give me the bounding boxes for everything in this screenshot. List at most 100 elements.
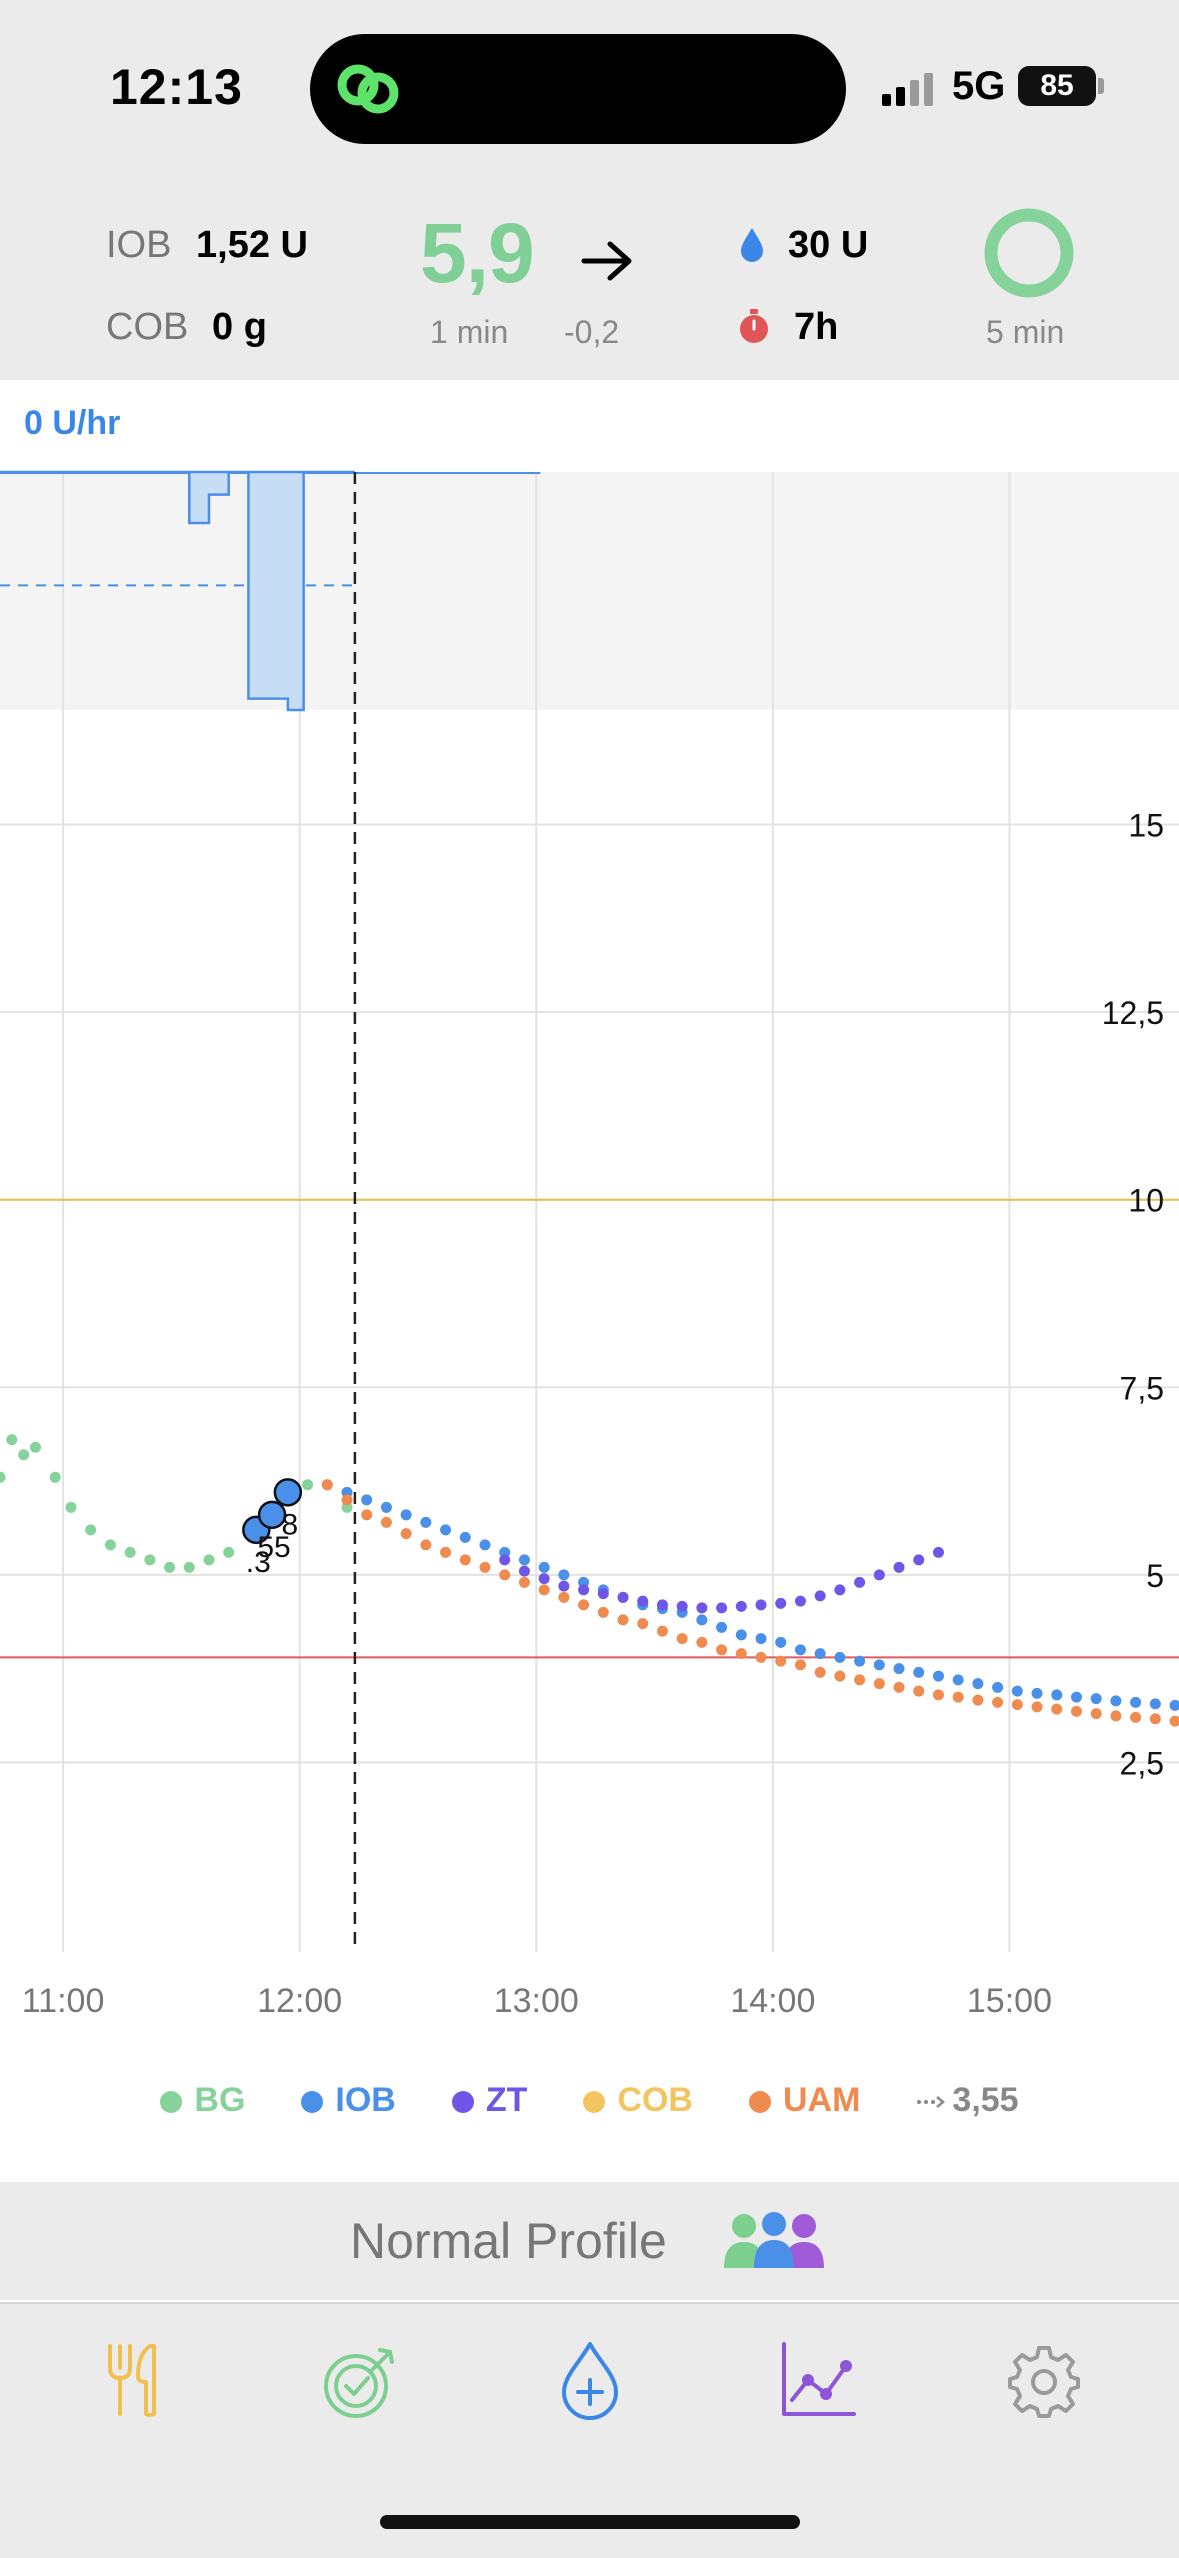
point-iob [992,1681,1004,1693]
point-iob [1130,1696,1142,1708]
point-zt [814,1590,826,1602]
legend-item-uam: UAM [748,2080,861,2120]
line-chart-icon[interactable] [780,2342,856,2418]
point-bg [0,1471,6,1483]
point-zt [873,1569,885,1581]
legend-dot-zt [451,2090,474,2113]
cannula-age: 7h [794,306,839,348]
drop-plus-icon[interactable] [560,2340,620,2422]
legend-label-uam: UAM [782,2080,861,2119]
bg-value[interactable]: 5,9 [420,206,535,300]
cob-label: COB [106,306,189,348]
point-uam [400,1528,412,1540]
point-zt [637,1595,649,1607]
point-uam [755,1651,767,1663]
bg-age: 1 min [430,314,509,350]
cob-value: 0 g [212,306,267,348]
point-bg [124,1546,136,1558]
loop-status-time: 5 min [986,314,1065,350]
fork-knife-icon[interactable] [104,2342,160,2418]
point-uam [1051,1703,1063,1715]
glucose-chart[interactable]: 11:00 12:00 13:00 14:00 15:00 15 12,5 10 7,5 5 2,… [0,470,1179,2070]
point-zt [775,1597,787,1609]
iob-value: 1,52 U [196,224,308,266]
point-zt [834,1584,846,1596]
point-uam [735,1648,747,1660]
x-tick-label: 14:00 [730,1982,815,2020]
point-zt [578,1584,590,1596]
point-uam [1031,1701,1043,1713]
point-uam [380,1516,392,1528]
point-uam [341,1494,353,1506]
bg-delta: -0,2 [564,314,620,350]
point-iob [479,1539,491,1551]
point-uam [794,1659,806,1671]
point-uam [932,1689,944,1701]
point-uam [637,1618,649,1630]
point-uam [814,1666,826,1678]
bolus-marker[interactable] [273,1478,303,1507]
point-zt [676,1600,688,1612]
point-uam [834,1670,846,1682]
profile-bar[interactable] [0,2182,1179,2300]
point-zt [499,1554,511,1566]
point-iob [1011,1685,1023,1697]
point-iob [558,1569,570,1581]
x-tick-label: 15:00 [967,1982,1052,2020]
temp-basal-area [0,470,355,712]
point-uam [972,1694,984,1706]
point-bg [29,1441,41,1453]
point-uam [775,1655,787,1667]
point-iob [755,1633,767,1645]
point-iob [834,1651,846,1663]
legend-dot-bg [160,2090,183,2113]
bolus-marker[interactable] [257,1500,287,1530]
point-uam [952,1691,964,1703]
point-bg [164,1561,176,1573]
point-uam [1011,1699,1023,1711]
y-tick-label: 12,5 [1102,995,1164,1031]
legend-dot-uam [748,2090,771,2113]
point-uam [992,1696,1004,1708]
bolus-label: .3 [246,1546,271,1579]
point-uam [913,1685,925,1697]
point-uam [578,1599,590,1611]
point-iob [420,1516,432,1528]
point-zt [755,1599,767,1611]
point-zt [656,1599,668,1611]
point-uam [656,1625,668,1637]
y-tick-label: 10 [1128,1183,1164,1219]
point-zt [558,1580,570,1592]
point-iob [1110,1695,1122,1707]
point-zt [854,1576,866,1588]
point-uam [518,1576,530,1588]
point-bg [49,1471,61,1483]
point-bg [104,1539,116,1551]
profile-name[interactable]: Normal Profile [350,2213,667,2269]
point-iob [913,1666,925,1678]
point-uam [1110,1710,1122,1722]
point-uam [716,1644,728,1656]
legend-label-bg: BG [194,2080,246,2119]
legend-eventual: 3,55 [916,2081,1019,2120]
point-iob [361,1494,373,1506]
battery-level: 85 [1018,66,1096,106]
point-zt [932,1546,944,1558]
point-bg [85,1524,97,1536]
point-uam [873,1678,885,1690]
gear-icon[interactable] [1006,2344,1082,2420]
point-iob [380,1501,392,1513]
point-iob [1031,1687,1043,1699]
point-zt [597,1588,609,1600]
point-iob [854,1655,866,1667]
battery-tip [1098,78,1104,94]
point-zt [893,1561,905,1573]
loop-status-ring-icon[interactable] [982,206,1076,300]
point-uam [558,1591,570,1603]
legend-label-iob: IOB [335,2080,396,2119]
status-header[interactable] [0,180,1179,380]
target-icon[interactable] [320,2342,400,2422]
legend-item-bg: BG [160,2081,245,2120]
point-zt [735,1600,747,1612]
basal-rate-label: 0 U/hr [24,404,121,442]
